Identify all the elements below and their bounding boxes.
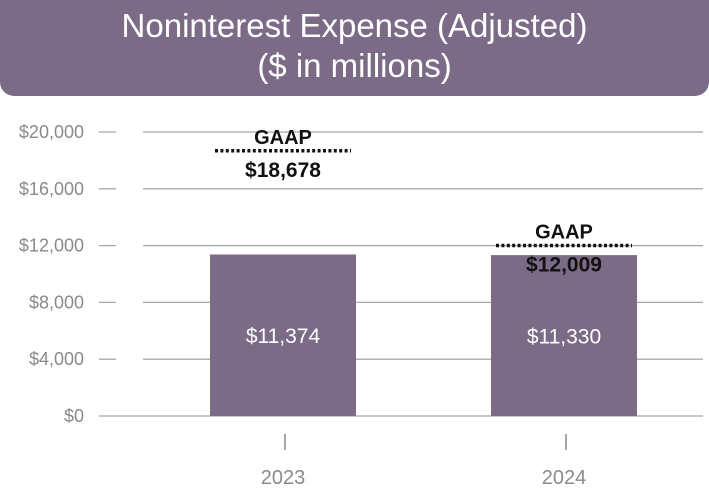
gaap-value-label: $12,009 (526, 253, 602, 276)
gaap-value-label: $18,678 (245, 159, 321, 182)
bar-value-label: $11,330 (527, 326, 601, 349)
bar-value-label: $11,374 (246, 325, 321, 348)
gaap-label: GAAP (535, 221, 593, 243)
gaap-label: GAAP (254, 127, 312, 149)
y-tick-label: $16,000 (19, 179, 84, 199)
y-tick-label: $0 (64, 406, 84, 426)
bar (210, 254, 356, 416)
chart-subtitle: ($ in millions) (257, 47, 452, 84)
y-tick-label: $12,000 (19, 236, 84, 256)
x-tick-label: 2023 (261, 467, 306, 489)
bar (491, 255, 637, 416)
y-tick-label: $4,000 (29, 349, 84, 369)
chart-title: Noninterest Expense (Adjusted) (121, 7, 588, 44)
title-banner: Noninterest Expense (Adjusted) ($ in mil… (0, 0, 709, 96)
y-tick-label: $20,000 (19, 122, 84, 142)
x-tick-label: 2024 (542, 467, 587, 489)
y-tick-label: $8,000 (29, 292, 84, 312)
